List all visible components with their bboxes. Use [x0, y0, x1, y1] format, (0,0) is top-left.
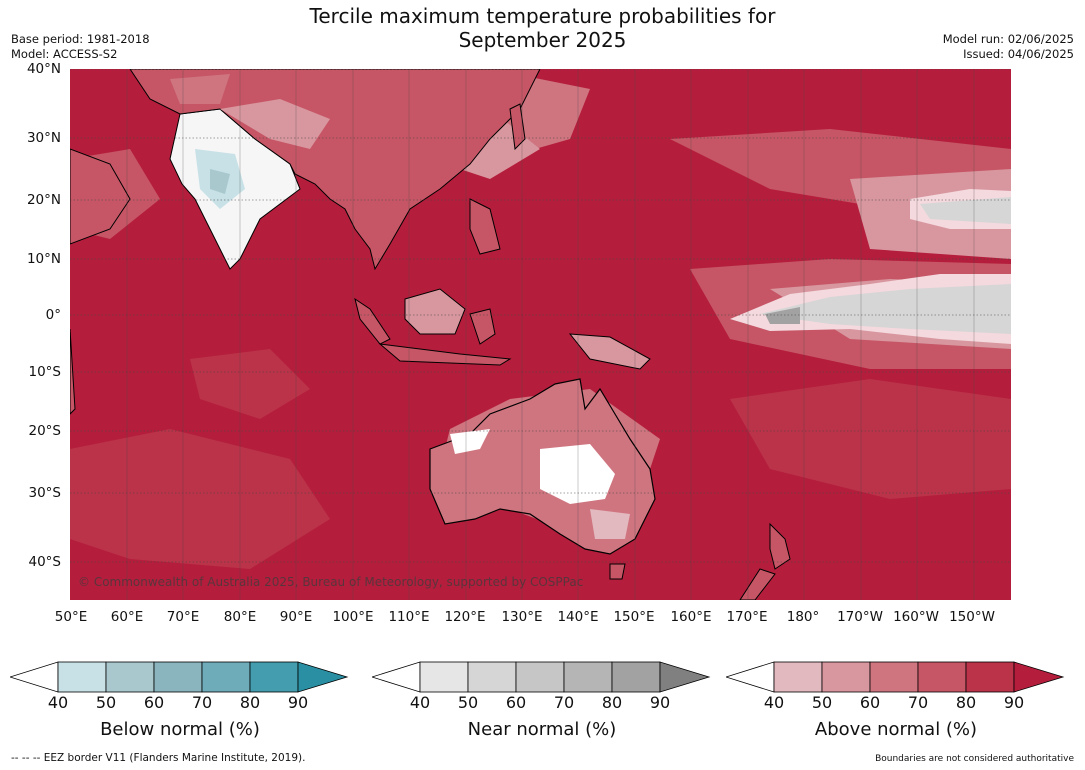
lat-label-30n: 30°N [26, 130, 61, 146]
legend-near-tick: 70 [553, 693, 575, 712]
legend-near-tick: 60 [505, 693, 527, 712]
lon-label-120e: 120°E [444, 609, 486, 625]
legend-near-tick: 90 [649, 693, 671, 712]
colorbar-segment [105, 661, 155, 693]
colorbar-segment [869, 661, 919, 693]
land-islands [354, 103, 651, 370]
legend-near-normal [372, 661, 712, 693]
colorbar-segment [821, 661, 871, 693]
legend-near-tick: 50 [457, 693, 479, 712]
colorbar-segment [563, 661, 613, 693]
meridians [126, 69, 975, 600]
lon-label-110e: 110°E [388, 609, 430, 625]
lat-label-30s: 30°S [28, 485, 62, 501]
lat-label-40n: 40°N [26, 61, 61, 77]
lon-label-150w: 150°W [949, 609, 995, 625]
lon-label-130e: 130°E [501, 609, 543, 625]
legend-above-tick: 50 [811, 693, 833, 712]
land-india [169, 108, 301, 270]
meta-left: Base period: 1981-2018 Model: ACCESS-S2 [11, 32, 150, 62]
legend-above-tick: 90 [1003, 693, 1025, 712]
legend-above-title: Above normal (%) [814, 719, 978, 740]
lat-label-20s: 20°S [28, 423, 62, 439]
colorbar-segment [153, 661, 203, 693]
copyright-notice: © Commonwealth of Australia 2025, Bureau… [78, 575, 584, 589]
colorbar-segment [297, 661, 349, 693]
colorbar-segment [10, 661, 59, 693]
legend-below-tick: 40 [47, 693, 69, 712]
lon-label-90e: 90°E [279, 609, 313, 625]
colorbar-segment [467, 661, 517, 693]
lat-label-20n: 20°N [26, 192, 61, 208]
lon-label-170e: 170°E [726, 609, 768, 625]
issued-date: Issued: 04/06/2025 [963, 47, 1074, 61]
lat-label-0: 0° [45, 307, 61, 323]
legend-below-tick: 90 [287, 693, 309, 712]
colorbar-segment [515, 661, 565, 693]
lat-label-10s: 10°S [28, 364, 62, 380]
colorbar-near-normal [372, 661, 711, 693]
colorbar-segment [57, 661, 107, 693]
lon-label-180: 180° [786, 609, 820, 625]
colorbar-segment [372, 661, 421, 693]
colorbar-segment [965, 661, 1015, 693]
model-name: Model: ACCESS-S2 [11, 47, 118, 61]
lon-label-60e: 60°E [110, 609, 144, 625]
lat-label-40s: 40°S [28, 554, 62, 570]
meta-right: Model run: 02/06/2025 Issued: 04/06/2025 [943, 32, 1074, 62]
title-line-1: Tercile maximum temperature probabilitie… [309, 4, 776, 28]
legend-below-normal [10, 661, 350, 693]
lon-label-160w: 160°W [893, 609, 939, 625]
legend-above-tick: 70 [907, 693, 929, 712]
legend-below-title: Below normal (%) [100, 719, 260, 740]
legend-above-tick: 40 [763, 693, 785, 712]
colorbar-segment [201, 661, 251, 693]
legend-below-tick: 60 [143, 693, 165, 712]
colorbar-segment [611, 661, 661, 693]
lon-label-150e: 150°E [613, 609, 655, 625]
map-svg [70, 69, 1011, 600]
lon-label-140e: 140°E [557, 609, 599, 625]
lat-label-10n: 10°N [26, 251, 61, 267]
base-period: Base period: 1981-2018 [11, 32, 150, 46]
colorbar-segment [1013, 661, 1065, 693]
map-title: Tercile maximum temperature probabilitie… [0, 4, 1085, 52]
lon-label-170w: 170°W [837, 609, 883, 625]
land-west [70, 148, 131, 415]
legend-near-tick: 80 [601, 693, 623, 712]
probability-map [70, 69, 1011, 600]
boundary-disclaimer: Boundaries are not considered authoritat… [875, 754, 1074, 764]
lon-label-80e: 80°E [223, 609, 257, 625]
legend-below-tick: 80 [239, 693, 261, 712]
legend-below-tick: 50 [95, 693, 117, 712]
colorbar-segment [726, 661, 775, 693]
land-new-zealand [739, 522, 791, 600]
eez-border-note: -- -- -- EEZ border V11 (Flanders Marine… [11, 752, 306, 764]
lon-label-100e: 100°E [332, 609, 374, 625]
legend-near-title: Near normal (%) [467, 719, 617, 740]
colorbar-segment [917, 661, 967, 693]
legend-above-normal [726, 661, 1066, 693]
colorbar-segment [419, 661, 469, 693]
colorbar-segment [249, 661, 299, 693]
title-line-2: September 2025 [458, 28, 627, 52]
legend-above-tick: 60 [859, 693, 881, 712]
legend-above-tick: 80 [955, 693, 977, 712]
graticule [70, 69, 1011, 563]
legend-near-tick: 40 [409, 693, 431, 712]
colorbar-segment [773, 661, 823, 693]
lon-label-70e: 70°E [166, 609, 200, 625]
lon-label-160e: 160°E [670, 609, 712, 625]
near-normal-pacific [730, 189, 1011, 344]
colorbar-above-normal [726, 661, 1065, 693]
lon-label-50e: 50°E [54, 609, 88, 625]
legend-below-tick: 70 [191, 693, 213, 712]
colorbar-below-normal [10, 661, 349, 693]
land-australia [429, 378, 656, 580]
land-asia [129, 69, 541, 271]
colorbar-segment [659, 661, 711, 693]
model-run: Model run: 02/06/2025 [942, 32, 1074, 46]
